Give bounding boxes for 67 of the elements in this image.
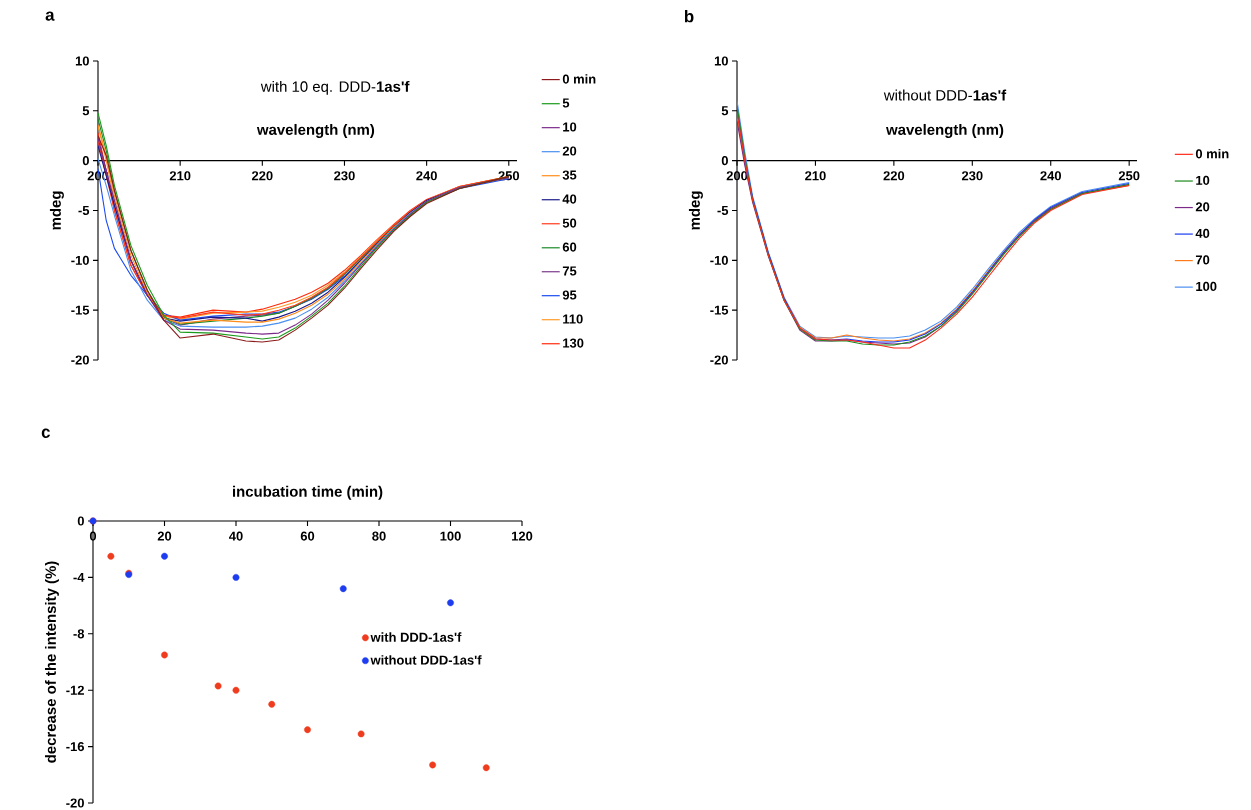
y-tick-label: -10 [710,255,728,265]
y-tick-label: -5 [717,205,729,216]
x-tick-label: 210 [805,171,826,181]
x-tick-label: 100 [440,531,461,541]
legend-label: 60 [562,242,577,252]
y-tick-label: -20 [66,798,84,808]
y-tick-label: -16 [66,742,85,752]
x-tick-label: 240 [416,171,437,181]
legend-label: 5 [562,98,570,108]
legend-label: 10 [1196,175,1210,185]
x-tick-label: 250 [1118,171,1140,181]
legend-label: 130 [563,338,584,348]
legend-label: 20 [562,146,577,156]
y-tick-label: -12 [66,685,84,695]
y-axis-title: mdeg [49,191,64,230]
legend-label: without DDD-1as'f [370,655,482,665]
text: with 10 eq. DDD-1as'f [260,80,410,95]
legend-label: 0 min [1195,148,1229,159]
x-tick-label: 220 [883,171,905,181]
legend-label: 0 min [562,74,596,84]
y-tick-label: 0 [82,156,89,166]
y-tick-label: -8 [73,629,85,639]
x-tick-label: 220 [251,171,273,181]
y-tick-label: 0 [721,156,728,166]
legend-label: 75 [562,266,577,276]
legend-label: 50 [562,218,577,228]
y-tick-label: -15 [710,305,729,315]
legend-label: 110 [563,314,583,324]
x-tick-label: 0 [89,531,97,541]
y-tick-label: 5 [82,106,90,116]
x-tick-label: 80 [372,531,386,541]
y-tick-label: -5 [78,205,90,216]
legend-label: 40 [562,194,577,204]
legend-label: 35 [562,170,577,180]
y-axis-title: mdeg [688,191,703,230]
x-tick-label: 230 [334,171,355,181]
text: without DDD-1as'f [883,89,1007,101]
x-tick-label: 210 [169,171,191,181]
y-tick-label: -4 [73,572,85,582]
x-tick-label: 20 [157,531,172,541]
y-tick-label: 5 [721,106,729,116]
legend-label: with DDD-1as'f [370,632,462,642]
legend-label: 70 [1195,255,1210,265]
x-tick-label: 240 [1040,171,1061,181]
y-tick-label: -20 [71,355,89,365]
chart-title: c [41,428,51,438]
legend-label: 10 [563,122,577,132]
chart-title: b [684,9,694,23]
legend-label: 95 [562,290,577,300]
y-tick-label: -10 [71,255,89,265]
x-tick-label: 60 [300,531,315,541]
y-tick-label: 10 [714,56,728,66]
y-axis-title: decrease of the intensity (%) [44,561,59,763]
legend-label: 20 [1195,202,1210,212]
y-tick-label: -15 [71,305,90,315]
legend-label: 100 [1196,281,1217,292]
chart-title: a [45,11,55,21]
legend-label: 40 [1195,228,1210,238]
y-tick-label: 0 [77,516,84,526]
y-tick-label: 10 [75,56,89,66]
y-tick-label: -20 [710,355,728,365]
x-tick-label: 230 [961,171,983,181]
x-axis-title: incubation time (min) [233,485,383,500]
x-tick-label: 120 [512,531,533,541]
x-axis-title: wavelength (nm) [256,123,375,138]
x-tick-label: 40 [229,531,243,541]
x-axis-title: wavelength (nm) [886,123,1004,138]
